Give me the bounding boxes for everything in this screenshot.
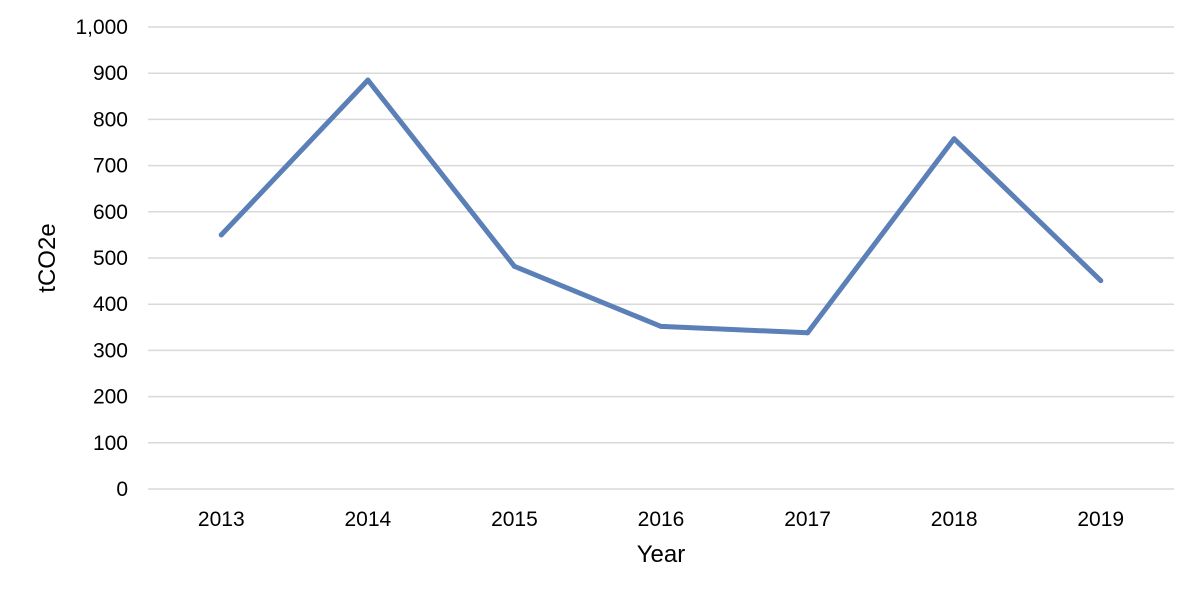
data-point <box>365 77 371 83</box>
x-axis-ticks: 2013 2014 2015 2016 2017 2018 2019 <box>198 508 1124 531</box>
x-tick-label: 2017 <box>784 508 831 531</box>
y-tick-label: 700 <box>93 155 128 178</box>
x-tick-label: 2015 <box>491 508 538 531</box>
x-tick-label: 2018 <box>931 508 978 531</box>
data-point <box>658 323 664 329</box>
data-point <box>218 232 224 238</box>
series-line <box>218 77 1104 336</box>
x-axis-title: Year <box>637 541 686 568</box>
y-tick-label: 600 <box>93 201 128 224</box>
gridlines <box>148 26 1174 490</box>
data-point <box>511 263 517 269</box>
x-tick-label: 2019 <box>1077 508 1124 531</box>
y-tick-label: 900 <box>93 62 128 85</box>
y-tick-label: 300 <box>93 339 128 362</box>
x-tick-label: 2016 <box>638 508 685 531</box>
y-tick-label: 1,000 <box>75 16 128 39</box>
data-point <box>1098 278 1104 284</box>
y-tick-label: 800 <box>93 108 128 131</box>
x-tick-label: 2014 <box>344 508 391 531</box>
y-tick-label: 0 <box>116 478 128 501</box>
series-layer <box>218 77 1104 336</box>
y-tick-label: 400 <box>93 293 128 316</box>
x-tick-label: 2013 <box>198 508 245 531</box>
y-tick-label: 100 <box>93 432 128 455</box>
data-point <box>951 136 957 142</box>
data-point <box>805 330 811 336</box>
y-tick-label: 200 <box>93 386 128 409</box>
y-axis-ticks: 0 100 200 300 400 500 600 700 800 900 1,000 <box>75 16 128 501</box>
y-axis-title: tCO2e <box>34 223 61 292</box>
y-tick-label: 500 <box>93 247 128 270</box>
